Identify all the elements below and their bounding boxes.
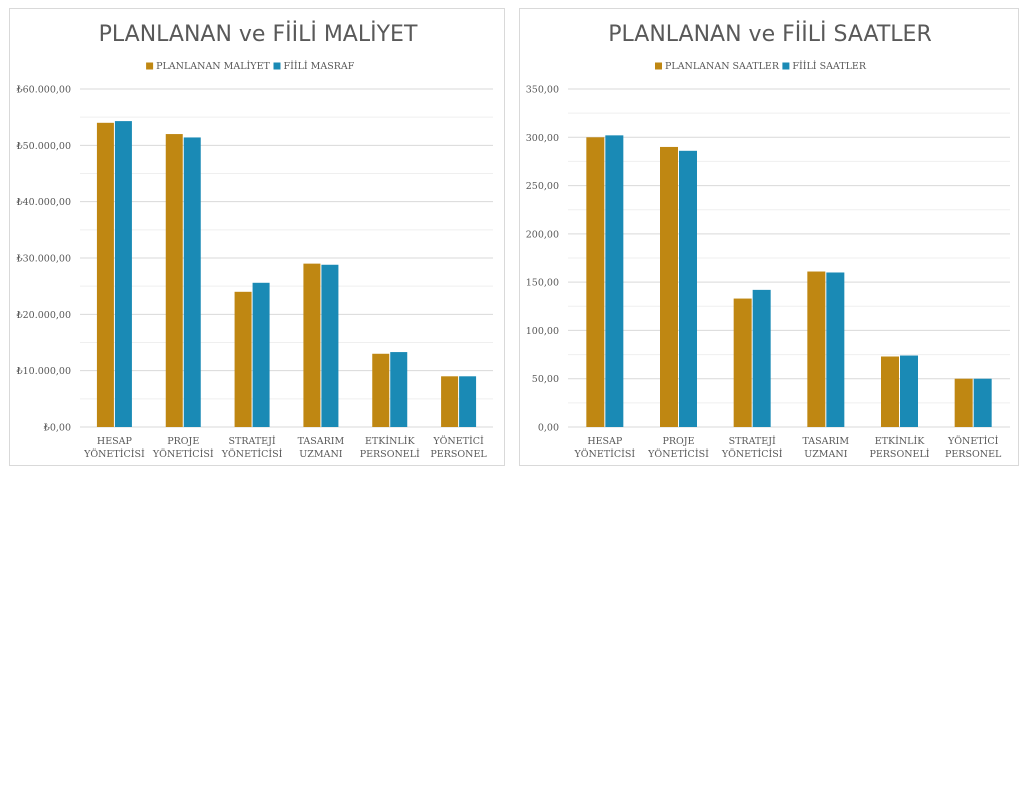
- bar: [321, 264, 339, 427]
- legend: PLANLANAN MALİYET FİİLİ MASRAF: [146, 60, 355, 72]
- bar: [441, 376, 459, 427]
- bar: [234, 291, 252, 427]
- y-tick-label: ₺10.000,00: [16, 366, 71, 377]
- y-tick-label: 300,00: [526, 133, 559, 144]
- x-tick-label: UZMANI: [804, 449, 848, 460]
- x-tick-label: HESAP: [587, 436, 623, 447]
- bar: [114, 121, 132, 428]
- bar: [183, 137, 201, 428]
- y-tick-label: ₺0,00: [43, 423, 71, 434]
- x-tick-label: PERSONEL: [430, 449, 487, 460]
- bar: [679, 150, 697, 427]
- y-tick-label: 100,00: [526, 326, 559, 337]
- x-tick-label: PERSONEL: [945, 449, 1002, 460]
- x-tick-label: ETKİNLİK: [365, 435, 415, 447]
- x-tick-label: YÖNETİCİSİ: [221, 448, 283, 460]
- x-tick-label: YÖNETİCİ: [432, 435, 484, 447]
- y-tick-label: 0,00: [538, 423, 559, 434]
- y-tick-label: ₺40.000,00: [16, 197, 71, 208]
- x-tick-label: HESAP: [97, 436, 133, 447]
- x-tick-label: YÖNETİCİ: [947, 435, 999, 447]
- x-tick-label: ETKİNLİK: [875, 435, 925, 447]
- bar: [954, 378, 973, 427]
- y-tick-label: 350,00: [526, 85, 559, 96]
- chart-title: PLANLANAN ve FİİLİ SAATLER: [608, 21, 931, 47]
- bar: [252, 282, 270, 427]
- x-tick-label: YÖNETİCİSİ: [152, 448, 214, 460]
- x-tick-label: UZMANI: [299, 449, 343, 460]
- bar: [973, 378, 992, 427]
- bar: [752, 289, 771, 427]
- cost-chart-panel: PLANLANAN ve FİİLİ MALİYET PLANLANAN MALİ…: [9, 8, 505, 466]
- x-tick-label: PROJE: [167, 436, 199, 447]
- legend-label: PLANLANAN SAATLER: [665, 61, 780, 72]
- x-tick-label: STRATEJİ: [228, 435, 275, 447]
- bar: [303, 263, 321, 427]
- legend-swatch: [273, 62, 281, 70]
- y-tick-label: ₺60.000,00: [16, 85, 71, 96]
- hours-chart: PLANLANAN ve FİİLİ SAATLER PLANLANAN SAAT…: [526, 21, 1010, 460]
- y-tick-label: 250,00: [526, 181, 559, 192]
- y-tick-label: 200,00: [526, 229, 559, 240]
- chart-title: PLANLANAN ve FİİLİ MALİYET: [99, 21, 418, 47]
- x-tick-label: YÖNETİCİSİ: [721, 448, 783, 460]
- y-tick-label: 50,00: [532, 374, 559, 385]
- x-tick-label: YÖNETİCİSİ: [573, 448, 635, 460]
- bar: [390, 352, 408, 427]
- legend-swatch: [655, 62, 662, 70]
- legend-label: FİİLİ SAATLER: [792, 60, 866, 72]
- x-tick-label: TASARIM: [802, 436, 849, 447]
- bar: [459, 376, 477, 427]
- y-tick-label: ₺20.000,00: [16, 310, 71, 321]
- bar: [733, 298, 752, 427]
- cost-chart: PLANLANAN ve FİİLİ MALİYET PLANLANAN MALİ…: [16, 21, 493, 460]
- bar: [900, 355, 918, 427]
- hours-chart-panel: PLANLANAN ve FİİLİ SAATLER PLANLANAN SAAT…: [519, 8, 1019, 466]
- bar: [660, 146, 678, 427]
- x-tick-label: TASARIM: [298, 436, 345, 447]
- x-tick-label: PERSONELİ: [869, 448, 929, 460]
- legend: PLANLANAN SAATLER FİİLİ SAATLER: [655, 60, 867, 72]
- y-tick-label: 150,00: [526, 278, 559, 289]
- legend-label: FİİLİ MASRAF: [284, 60, 355, 72]
- y-tick-label: ₺30.000,00: [16, 254, 71, 265]
- bar: [586, 137, 605, 428]
- legend-swatch: [782, 62, 790, 70]
- bar: [826, 272, 845, 427]
- x-tick-label: PERSONELİ: [360, 448, 420, 460]
- bar: [605, 135, 624, 427]
- bar: [372, 353, 390, 427]
- x-tick-label: STRATEJİ: [729, 435, 776, 447]
- bar: [807, 271, 826, 427]
- legend-label: PLANLANAN MALİYET: [156, 60, 270, 72]
- bar: [165, 134, 183, 428]
- bar: [96, 122, 114, 428]
- x-tick-label: YÖNETİCİSİ: [647, 448, 709, 460]
- x-tick-label: PROJE: [662, 436, 694, 447]
- x-tick-label: YÖNETİCİSİ: [83, 448, 145, 460]
- y-tick-label: ₺50.000,00: [16, 141, 71, 152]
- bar: [881, 356, 899, 427]
- legend-swatch: [146, 62, 154, 70]
